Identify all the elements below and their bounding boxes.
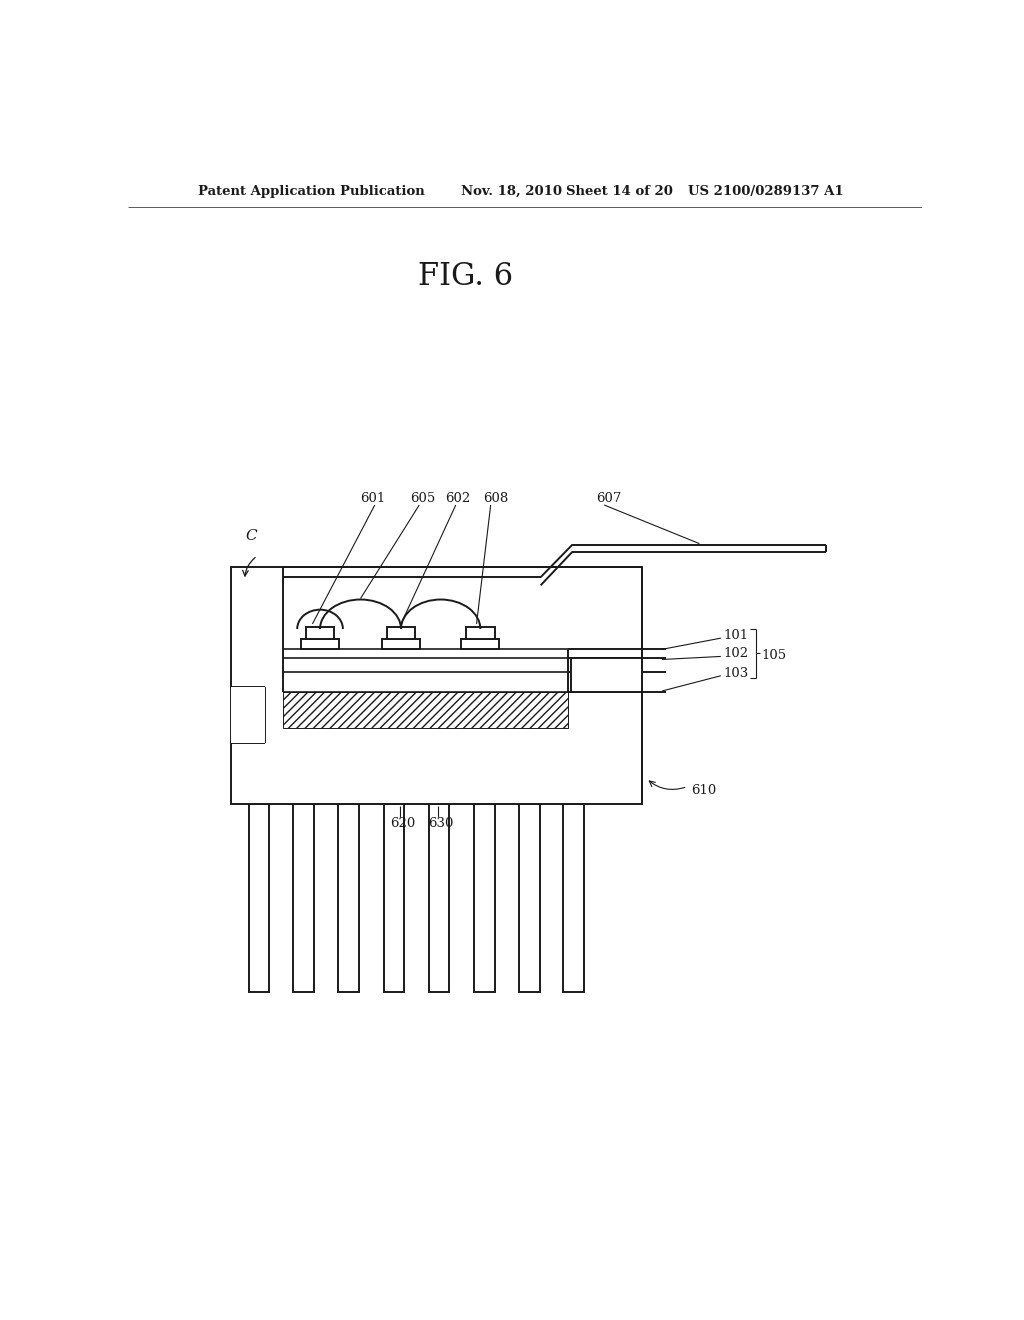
FancyBboxPatch shape	[231, 568, 642, 804]
Text: 607: 607	[596, 492, 622, 506]
FancyBboxPatch shape	[382, 639, 420, 649]
Text: Sheet 14 of 20: Sheet 14 of 20	[566, 185, 673, 198]
FancyBboxPatch shape	[563, 804, 584, 991]
FancyBboxPatch shape	[461, 639, 500, 649]
FancyBboxPatch shape	[293, 804, 313, 991]
FancyBboxPatch shape	[570, 659, 642, 692]
Text: FIG. 6: FIG. 6	[418, 261, 513, 293]
Text: 105: 105	[761, 649, 786, 663]
FancyBboxPatch shape	[306, 627, 334, 639]
FancyBboxPatch shape	[466, 627, 495, 639]
Text: 605: 605	[410, 492, 435, 506]
FancyBboxPatch shape	[384, 804, 404, 991]
Text: 620: 620	[390, 817, 415, 830]
Text: Patent Application Publication: Patent Application Publication	[198, 185, 425, 198]
Text: US 2100/0289137 A1: US 2100/0289137 A1	[688, 185, 844, 198]
FancyBboxPatch shape	[387, 627, 416, 639]
Text: C: C	[246, 528, 257, 543]
Text: 601: 601	[360, 492, 386, 506]
Text: 608: 608	[482, 492, 508, 506]
Text: 101: 101	[723, 630, 749, 642]
Text: 102: 102	[723, 647, 749, 660]
Text: 610: 610	[691, 784, 717, 797]
FancyBboxPatch shape	[429, 804, 450, 991]
FancyBboxPatch shape	[231, 686, 265, 743]
FancyBboxPatch shape	[474, 804, 495, 991]
FancyBboxPatch shape	[249, 804, 269, 991]
Text: 630: 630	[428, 817, 454, 830]
FancyBboxPatch shape	[338, 804, 359, 991]
FancyBboxPatch shape	[519, 804, 540, 991]
FancyBboxPatch shape	[301, 639, 339, 649]
Text: 602: 602	[445, 492, 471, 506]
Text: Nov. 18, 2010: Nov. 18, 2010	[461, 185, 562, 198]
Text: 103: 103	[723, 667, 749, 680]
